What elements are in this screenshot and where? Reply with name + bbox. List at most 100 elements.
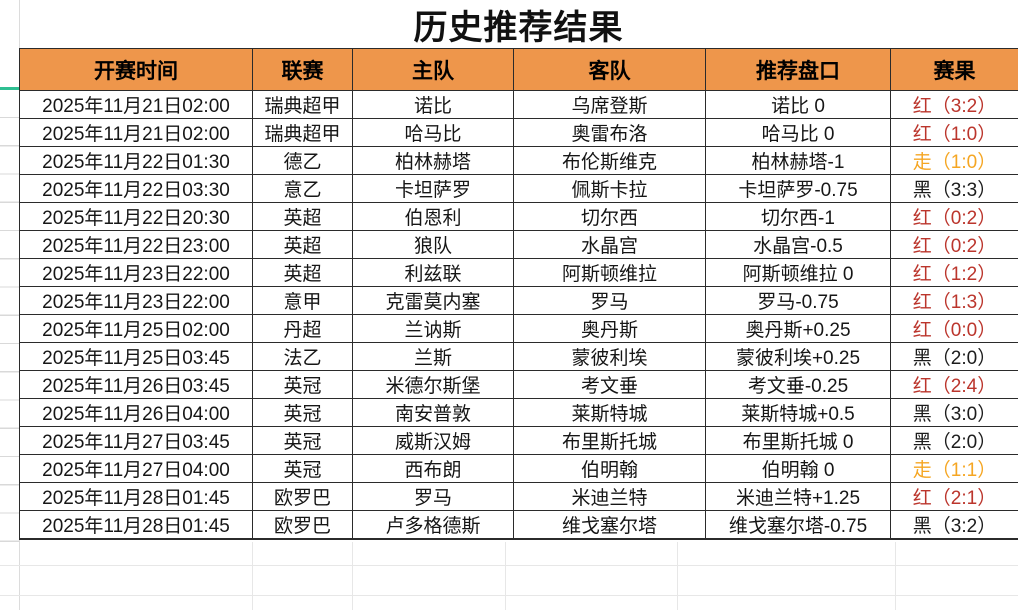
cell-time[interactable]: 2025年11月28日01:45: [19, 510, 253, 540]
cell-result[interactable]: 红（2:4）: [890, 370, 1018, 399]
cell-handicap[interactable]: 哈马比 0: [705, 118, 891, 147]
cell-handicap[interactable]: 莱斯特城+0.5: [705, 398, 891, 427]
cell-away[interactable]: 水晶宫: [513, 230, 706, 259]
cell-home[interactable]: 南安普敦: [352, 398, 514, 427]
cell-home[interactable]: 哈马比: [352, 118, 514, 147]
cell-away[interactable]: 罗马: [513, 286, 706, 315]
cell-home[interactable]: 兰讷斯: [352, 314, 514, 343]
cell-away[interactable]: 布里斯托城: [513, 426, 706, 455]
cell-handicap[interactable]: 奥丹斯+0.25: [705, 314, 891, 343]
cell-result[interactable]: 走（1:0）: [890, 146, 1018, 175]
cell-away[interactable]: 切尔西: [513, 202, 706, 231]
cell-home[interactable]: 伯恩利: [352, 202, 514, 231]
cell-league[interactable]: 法乙: [252, 342, 353, 371]
cell-away[interactable]: 佩斯卡拉: [513, 174, 706, 203]
cell-result[interactable]: 红（2:1）: [890, 482, 1018, 511]
cell-time[interactable]: 2025年11月25日03:45: [19, 342, 253, 371]
header-cell-home[interactable]: 主队: [352, 48, 514, 91]
cell-time[interactable]: 2025年11月21日02:00: [19, 118, 253, 147]
cell-away[interactable]: 乌席登斯: [513, 90, 706, 119]
cell-result[interactable]: 红（0:2）: [890, 230, 1018, 259]
cell-time[interactable]: 2025年11月27日03:45: [19, 426, 253, 455]
cell-home[interactable]: 诺比: [352, 90, 514, 119]
cell-away[interactable]: 伯明翰: [513, 454, 706, 483]
cell-handicap[interactable]: 柏林赫塔-1: [705, 146, 891, 175]
cell-time[interactable]: 2025年11月25日02:00: [19, 314, 253, 343]
cell-handicap[interactable]: 诺比 0: [705, 90, 891, 119]
cell-league[interactable]: 丹超: [252, 314, 353, 343]
cell-home[interactable]: 狼队: [352, 230, 514, 259]
cell-home[interactable]: 米德尔斯堡: [352, 370, 514, 399]
cell-result[interactable]: 红（1:3）: [890, 286, 1018, 315]
cell-handicap[interactable]: 罗马-0.75: [705, 286, 891, 315]
cell-handicap[interactable]: 米迪兰特+1.25: [705, 482, 891, 511]
cell-league[interactable]: 英超: [252, 230, 353, 259]
cell-away[interactable]: 考文垂: [513, 370, 706, 399]
cell-result[interactable]: 红（1:2）: [890, 258, 1018, 287]
cell-away[interactable]: 蒙彼利埃: [513, 342, 706, 371]
cell-home[interactable]: 兰斯: [352, 342, 514, 371]
cell-result[interactable]: 黑（3:0）: [890, 398, 1018, 427]
cell-time[interactable]: 2025年11月23日22:00: [19, 258, 253, 287]
cell-home[interactable]: 西布朗: [352, 454, 514, 483]
cell-time[interactable]: 2025年11月22日03:30: [19, 174, 253, 203]
cell-league[interactable]: 德乙: [252, 146, 353, 175]
header-cell-result[interactable]: 赛果: [890, 48, 1018, 91]
cell-result[interactable]: 黑（3:3）: [890, 174, 1018, 203]
cell-league[interactable]: 欧罗巴: [252, 482, 353, 511]
cell-home[interactable]: 柏林赫塔: [352, 146, 514, 175]
cell-away[interactable]: 奥丹斯: [513, 314, 706, 343]
cell-time[interactable]: 2025年11月27日04:00: [19, 454, 253, 483]
cell-time[interactable]: 2025年11月23日22:00: [19, 286, 253, 315]
cell-time[interactable]: 2025年11月28日01:45: [19, 482, 253, 511]
cell-time[interactable]: 2025年11月26日03:45: [19, 370, 253, 399]
cell-home[interactable]: 卡坦萨罗: [352, 174, 514, 203]
cell-away[interactable]: 莱斯特城: [513, 398, 706, 427]
cell-league[interactable]: 欧罗巴: [252, 510, 353, 540]
header-cell-time[interactable]: 开赛时间: [19, 48, 253, 91]
cell-result[interactable]: 红（0:2）: [890, 202, 1018, 231]
cell-result[interactable]: 红（3:2）: [890, 90, 1018, 119]
cell-home[interactable]: 威斯汉姆: [352, 426, 514, 455]
cell-league[interactable]: 意乙: [252, 174, 353, 203]
cell-time[interactable]: 2025年11月22日01:30: [19, 146, 253, 175]
cell-league[interactable]: 意甲: [252, 286, 353, 315]
cell-handicap[interactable]: 水晶宫-0.5: [705, 230, 891, 259]
cell-handicap[interactable]: 蒙彼利埃+0.25: [705, 342, 891, 371]
cell-time[interactable]: 2025年11月26日04:00: [19, 398, 253, 427]
cell-home[interactable]: 罗马: [352, 482, 514, 511]
cell-result[interactable]: 走（1:1）: [890, 454, 1018, 483]
cell-time[interactable]: 2025年11月22日20:30: [19, 202, 253, 231]
cell-result[interactable]: 黑（2:0）: [890, 426, 1018, 455]
cell-result[interactable]: 红（0:0）: [890, 314, 1018, 343]
header-cell-handicap[interactable]: 推荐盘口: [705, 48, 891, 91]
cell-home[interactable]: 卢多格德斯: [352, 510, 514, 540]
cell-result[interactable]: 黑（3:2）: [890, 510, 1018, 540]
header-cell-league[interactable]: 联赛: [252, 48, 353, 91]
cell-result[interactable]: 红（1:0）: [890, 118, 1018, 147]
header-cell-away[interactable]: 客队: [513, 48, 706, 91]
cell-time[interactable]: 2025年11月22日23:00: [19, 230, 253, 259]
cell-league[interactable]: 英冠: [252, 398, 353, 427]
cell-league[interactable]: 英冠: [252, 454, 353, 483]
cell-league[interactable]: 英冠: [252, 426, 353, 455]
cell-home[interactable]: 克雷莫内塞: [352, 286, 514, 315]
cell-handicap[interactable]: 切尔西-1: [705, 202, 891, 231]
cell-league[interactable]: 英超: [252, 258, 353, 287]
cell-handicap[interactable]: 阿斯顿维拉 0: [705, 258, 891, 287]
cell-league[interactable]: 瑞典超甲: [252, 90, 353, 119]
cell-home[interactable]: 利兹联: [352, 258, 514, 287]
cell-away[interactable]: 米迪兰特: [513, 482, 706, 511]
cell-handicap[interactable]: 维戈塞尔塔-0.75: [705, 510, 891, 540]
cell-away[interactable]: 阿斯顿维拉: [513, 258, 706, 287]
cell-away[interactable]: 布伦斯维克: [513, 146, 706, 175]
cell-away[interactable]: 奥雷布洛: [513, 118, 706, 147]
cell-handicap[interactable]: 布里斯托城 0: [705, 426, 891, 455]
cell-handicap[interactable]: 伯明翰 0: [705, 454, 891, 483]
cell-league[interactable]: 英超: [252, 202, 353, 231]
cell-handicap[interactable]: 考文垂-0.25: [705, 370, 891, 399]
cell-result[interactable]: 黑（2:0）: [890, 342, 1018, 371]
cell-league[interactable]: 英冠: [252, 370, 353, 399]
cell-handicap[interactable]: 卡坦萨罗-0.75: [705, 174, 891, 203]
cell-league[interactable]: 瑞典超甲: [252, 118, 353, 147]
